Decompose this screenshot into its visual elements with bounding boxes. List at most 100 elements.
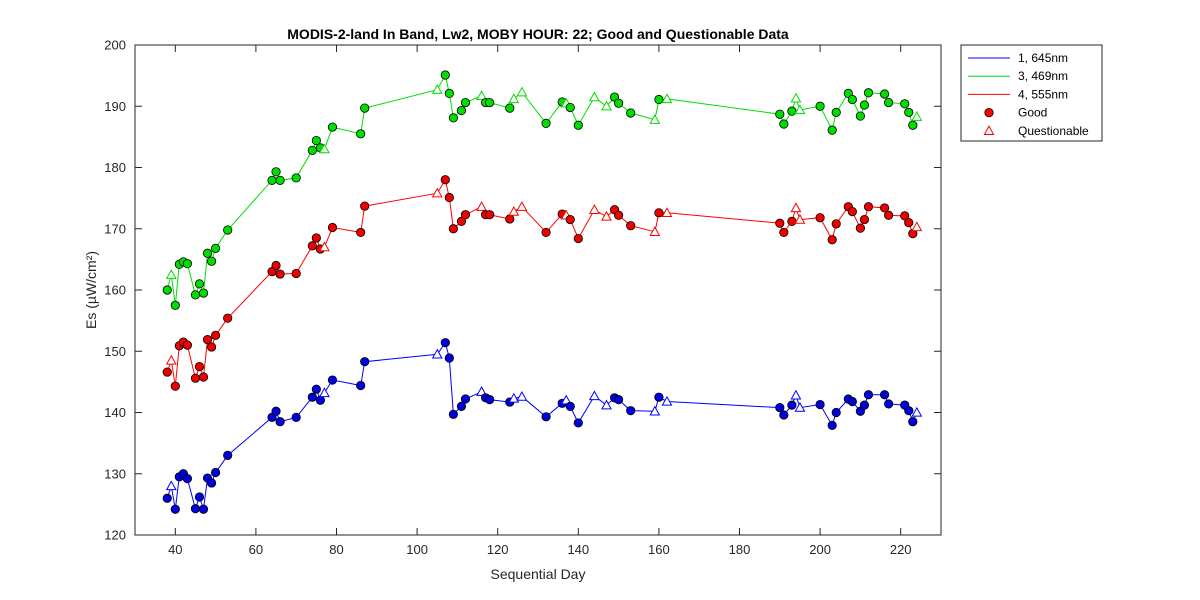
good-point [831,219,841,229]
good-point [198,372,209,382]
questionable-point [661,207,673,218]
questionable-point [649,405,661,416]
series-group [162,338,923,514]
good-point [307,145,317,155]
good-point [194,279,205,289]
good-point [904,107,914,117]
good-point [847,207,857,217]
good-point [311,384,321,394]
good-point [456,216,467,226]
questionable-point [649,226,661,236]
good-point [654,94,664,105]
good-point [311,233,321,243]
y-tick-label: 170 [104,221,126,236]
good-point [223,450,233,460]
x-tick-label: 40 [168,542,182,557]
y-tick-label: 120 [104,528,126,543]
questionable-point [516,86,528,97]
good-point [831,407,841,418]
y-tick-label: 160 [104,283,126,298]
questionable-point [431,187,443,198]
good-point [900,99,910,109]
questionable-point [588,91,600,102]
good-point [170,300,180,310]
questionable-point [516,390,528,401]
good-point [444,88,454,98]
questionable-point [431,348,443,359]
good-point [485,210,495,220]
y-tick-label: 200 [104,38,126,53]
good-point [360,357,370,367]
good-point [307,241,317,251]
questionable-point [588,390,600,401]
good-point [613,395,624,405]
good-point [626,406,636,416]
good-point [190,504,201,514]
good-point [904,218,914,228]
good-point [440,70,450,80]
questionable-point [794,104,806,115]
good-point [356,380,366,391]
good-point [162,493,172,503]
questionable-point [911,111,923,121]
good-point [855,111,866,121]
good-point [360,103,370,113]
questionable-point [508,93,520,104]
good-point [291,268,301,279]
good-point [485,97,495,108]
good-point [541,227,551,238]
questionable-point [661,395,673,406]
questionable-point [318,387,330,398]
good-point [327,222,338,233]
good-point [360,201,370,211]
questionable-point [790,92,802,103]
good-point [182,259,192,269]
y-tick-label: 140 [104,405,126,420]
questionable-point [601,100,612,111]
good-point [859,100,870,110]
good-point [847,94,857,105]
questionable-point [601,399,612,410]
good-point [827,420,837,430]
questionable-point [165,354,177,365]
good-point [307,392,317,402]
good-point [613,210,624,220]
good-point [327,122,338,132]
good-point [879,203,890,213]
legend-box [960,44,1103,142]
good-point [859,400,870,410]
questionable-point [431,84,443,94]
good-point [271,406,281,416]
good-point [440,338,450,348]
good-point [440,175,450,185]
plot-area: 40 60 80 100 120 140 160 180 200 220 120 130 140 150 1… [104,38,942,557]
good-point [311,135,321,146]
legend-questionable-marker [983,125,995,135]
good-point [775,218,785,228]
good-point [884,210,894,220]
good-point [626,108,636,118]
questionable-point [516,201,528,211]
good-point [356,129,366,139]
good-point [831,107,841,117]
good-point [444,353,454,363]
good-point [182,474,192,484]
good-point [327,375,338,385]
good-point [271,167,281,177]
good-point [863,202,874,212]
questionable-point [318,241,330,252]
good-point [170,381,180,391]
good-point [626,221,636,231]
good-point [573,120,583,130]
good-point [827,125,837,135]
x-axis-label: Sequential Day [491,566,586,582]
x-tick-label: 160 [648,542,670,557]
x-tick-label: 80 [329,542,343,557]
good-point [855,223,866,233]
good-point [198,504,209,514]
good-point [884,97,894,108]
good-point [815,399,825,410]
good-point [787,400,797,410]
good-point [900,211,910,221]
